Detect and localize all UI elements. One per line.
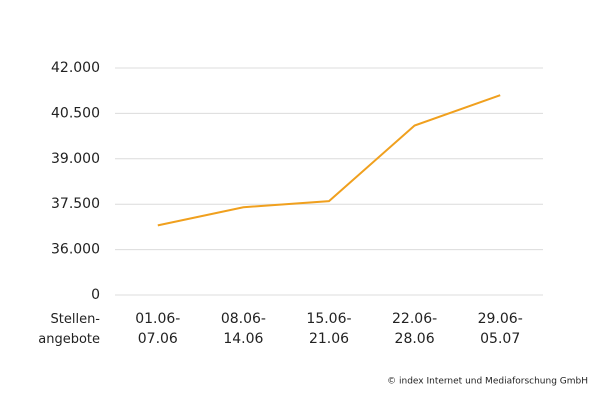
y-tick-label: 40.500: [51, 105, 100, 121]
x-tick-label: 15.06-21.06: [306, 311, 351, 347]
x-tick-label: 22.06-28.06: [392, 311, 437, 347]
y-tick-label: 39.000: [51, 151, 100, 167]
line: [157, 94, 501, 227]
y-tick-label: 36.000: [51, 242, 100, 258]
series-label: Stellen-angebote: [38, 312, 100, 347]
x-tick-label: 08.06-14.06: [221, 311, 266, 347]
source: © index Internet und Mediaforschung GmbH: [387, 377, 588, 387]
x-tick-label: 01.06-07.06: [135, 311, 180, 347]
y-tick-label: 42.000: [51, 60, 100, 76]
y-tick-label: 0: [91, 287, 100, 303]
x-tick-label: 29.06-05.07: [478, 311, 523, 347]
y-tick-label: 37.500: [51, 196, 100, 212]
